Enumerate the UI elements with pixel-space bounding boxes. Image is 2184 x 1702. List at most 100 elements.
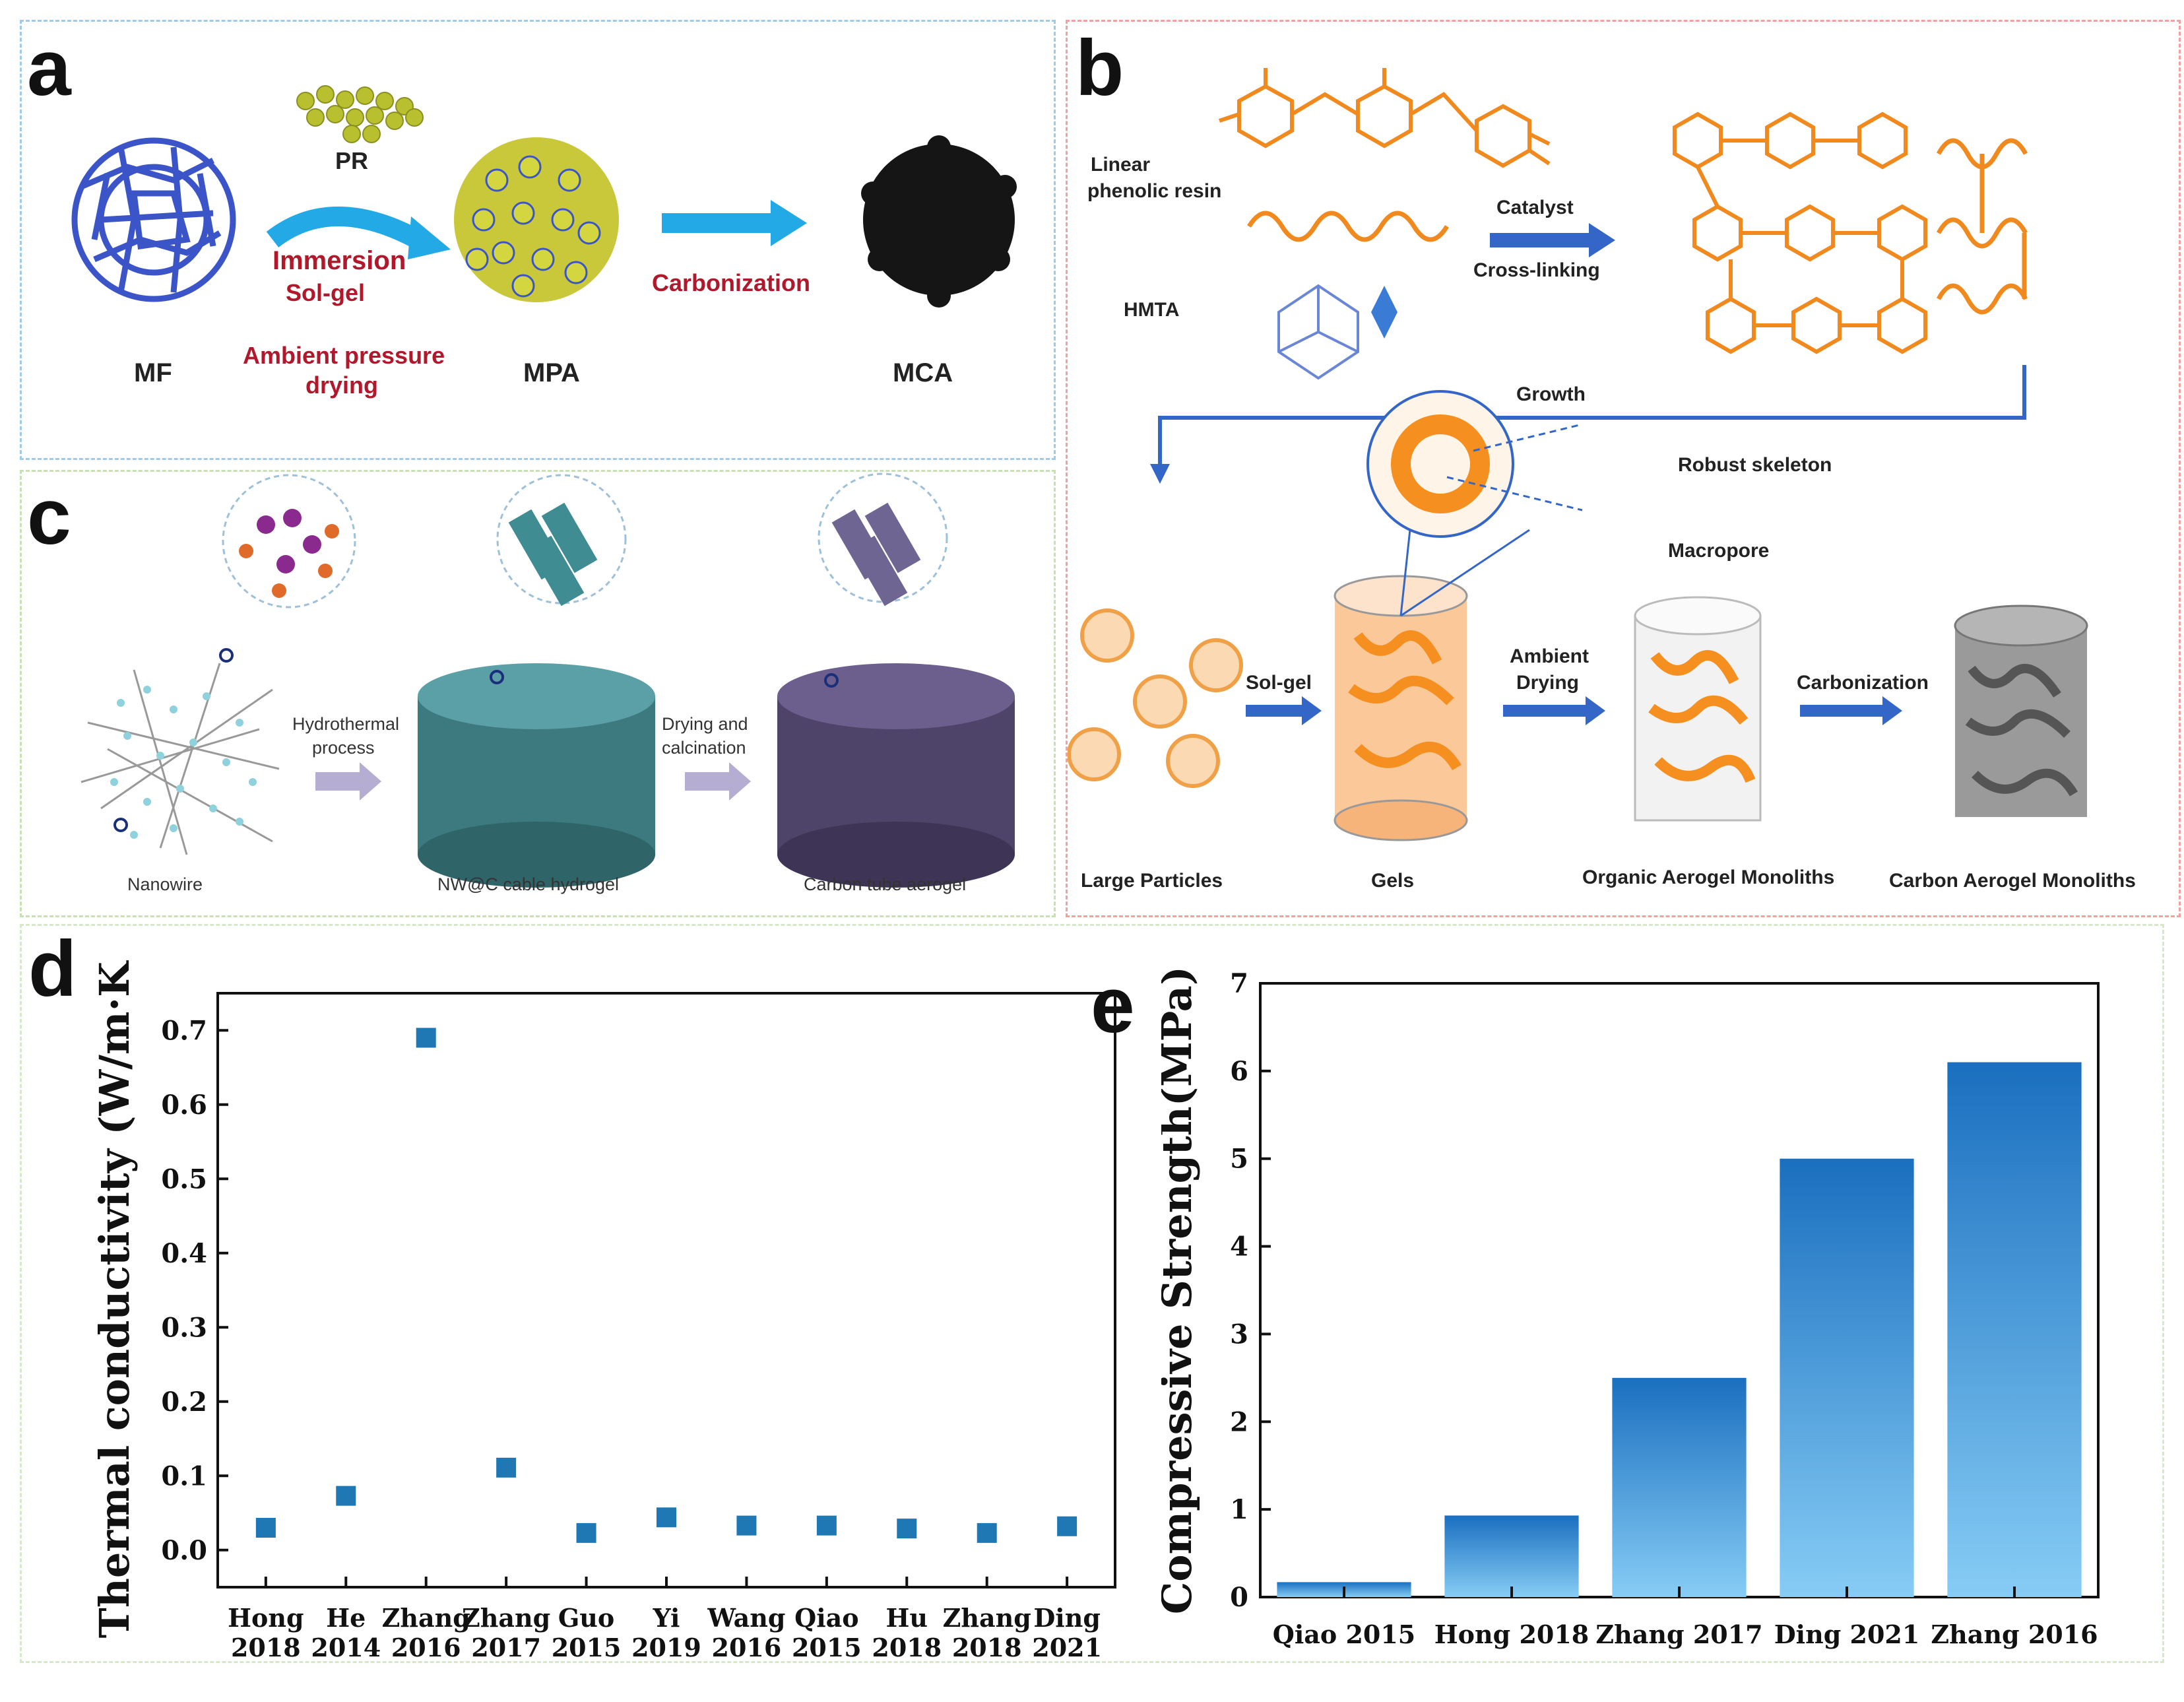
ambient-label-b2: Drying xyxy=(1516,672,1580,694)
tube-icon xyxy=(831,502,921,606)
chart-d-xtick-label: 2015 xyxy=(792,1633,862,1662)
chart-d-xtick-label: Wang xyxy=(707,1603,785,1633)
cable-icon xyxy=(508,502,598,606)
chart-d-ytick-label: 0.6 xyxy=(161,1090,207,1121)
nanowire-web xyxy=(80,663,280,855)
carbonization-label-b: Carbonization xyxy=(1797,672,1929,694)
chart-d-ytick-label: 0.4 xyxy=(161,1238,207,1269)
large-particles-label: Large Particles xyxy=(1081,870,1223,892)
chart-d-xtick-label: 2019 xyxy=(631,1633,701,1662)
gels-cylinder xyxy=(1333,575,1468,841)
hydrothermal-label-2: process xyxy=(312,738,375,758)
chart-e-bar xyxy=(1780,1158,1914,1597)
chart-d-point xyxy=(1057,1516,1077,1536)
chart-d-point xyxy=(255,1518,276,1538)
chart-d-xtick-label: 2018 xyxy=(952,1633,1022,1662)
chart-d-xtick-label: Hong xyxy=(228,1603,304,1633)
chart-d-xtick-label: 2018 xyxy=(872,1633,942,1662)
chart-d-xtick-label: Zhang xyxy=(382,1603,470,1633)
panel-d-letter: d xyxy=(28,925,77,1013)
chart-d-xtick-label: Zhang xyxy=(943,1603,1031,1633)
growth-arrow xyxy=(1158,365,2026,467)
chart-d-ylabel: Thermal conductivity (W/m·K) xyxy=(90,960,139,1638)
carbonization-arrow xyxy=(662,213,774,233)
panel-a-letter: a xyxy=(27,24,71,112)
chart-e-bar xyxy=(1444,1515,1579,1597)
chart-d-ytick-label: 0.7 xyxy=(161,1015,207,1046)
chart-e-compressive-strength: 0 1 2 3 4 5 6 7 Qiao 2015 Hong 2018 Zhang 2017 Din… xyxy=(1161,966,2100,1649)
chart-d-xtick-label: 2016 xyxy=(391,1633,461,1662)
chart-d-xtick-label: 2018 xyxy=(231,1633,301,1662)
panel-b: b xyxy=(1066,20,2181,917)
chart-e-ylabel: Compressive Strength(MPa) xyxy=(1161,966,1201,1614)
molecule-zoom xyxy=(222,474,356,608)
large-particles xyxy=(1068,608,1243,788)
drying-label-1: Drying and xyxy=(662,714,748,734)
ambient-label-1: Ambient pressure xyxy=(243,342,445,369)
pr-label: PR xyxy=(335,147,369,174)
chart-e-ytick-label: 1 xyxy=(1230,1494,1248,1525)
hydrogel-label: NW@C cable hydrogel xyxy=(437,874,620,894)
chart-d-point xyxy=(576,1522,596,1543)
chart-e-xtick-label: Hong 2018 xyxy=(1434,1620,1589,1649)
mca-label: MCA xyxy=(893,358,953,387)
immersion-label: Immersion xyxy=(273,246,406,275)
carbon-aerogel-cylinder xyxy=(1954,605,2088,817)
panel-c-graphics xyxy=(80,473,1015,888)
hmta-structure xyxy=(1277,284,1359,380)
panel-e-letter: e xyxy=(1091,961,1135,1049)
catalyst-label: Catalyst xyxy=(1496,197,1574,218)
chart-e-ytick-label: 5 xyxy=(1230,1144,1248,1175)
branched-resin-icon xyxy=(1936,138,2028,315)
phenolic-resin-structure xyxy=(1219,68,1551,168)
chart-e-bar xyxy=(1612,1377,1747,1597)
catalyst-arrow xyxy=(1490,233,1592,247)
chart-e-xtick-label: Zhang 2016 xyxy=(1931,1620,2098,1649)
chart-e-ytick-label: 2 xyxy=(1230,1406,1248,1437)
chart-e-xtick-label: Qiao 2015 xyxy=(1273,1620,1416,1649)
chart-d-point xyxy=(416,1028,436,1048)
chart-d-xtick-label: 2016 xyxy=(712,1633,782,1662)
immersion-arrow xyxy=(266,207,423,249)
growth-label: Growth xyxy=(1516,383,1586,405)
macropore-label: Macropore xyxy=(1668,540,1770,562)
chart-d-xtick-label: 2015 xyxy=(552,1633,622,1662)
panel-de: d e xyxy=(20,924,2164,1663)
organic-label: Organic Aerogel Monoliths xyxy=(1582,867,1835,888)
carbon-tube-cylinder xyxy=(777,663,1015,888)
chart-e-ytick-label: 0 xyxy=(1230,1582,1248,1613)
solgel-label-b: Sol-gel xyxy=(1246,672,1312,694)
chart-e-bar xyxy=(1947,1062,2082,1597)
macropore-zoom xyxy=(1366,390,1514,538)
pr-particles xyxy=(296,85,424,143)
chart-e-ytick-label: 3 xyxy=(1230,1319,1248,1350)
mf-network-image xyxy=(71,137,236,302)
crosslinking-label: Cross-linking xyxy=(1473,259,1600,281)
carbonization-label: Carbonization xyxy=(652,269,810,296)
chart-d-xtick-label: 2014 xyxy=(311,1633,381,1662)
chart-d-ytick-label: 0.5 xyxy=(161,1163,207,1195)
chart-e-ytick-label: 4 xyxy=(1230,1231,1248,1262)
drying-label-2: calcination xyxy=(662,738,746,758)
chart-d-ytick-label: 0.0 xyxy=(161,1535,207,1566)
linear-label-1: Linear xyxy=(1091,154,1151,176)
gels-label: Gels xyxy=(1371,870,1415,892)
chart-d-xtick-label: Yi xyxy=(653,1603,680,1633)
robust-label: Robust skeleton xyxy=(1678,454,1832,476)
chart-d-ytick-label: 0.2 xyxy=(161,1387,207,1418)
panel-a-graphics xyxy=(71,85,1017,308)
chart-d-xtick-label: Ding xyxy=(1033,1603,1101,1633)
chart-d-xtick-label: Zhang xyxy=(462,1603,550,1633)
chart-d-xtick-label: He xyxy=(326,1603,366,1633)
chart-d-point xyxy=(977,1522,997,1543)
chart-d-point xyxy=(816,1515,837,1536)
molecule-icon xyxy=(239,509,339,598)
chart-d-point xyxy=(897,1519,917,1539)
tube-aerogel-label: Carbon tube aerogel xyxy=(804,874,967,894)
chart-d-xtick-label: Qiao xyxy=(794,1603,859,1633)
chart-d-thermal-conductivity: 0.00.10.20.30.40.50.60.7 Hong2018He2014Z… xyxy=(90,960,1116,1662)
chart-d-ytick-label: 0.3 xyxy=(161,1312,207,1343)
hydrothermal-label-1: Hydrothermal xyxy=(292,714,400,734)
mpa-composite-image xyxy=(454,137,619,302)
chart-d-point xyxy=(657,1507,676,1528)
